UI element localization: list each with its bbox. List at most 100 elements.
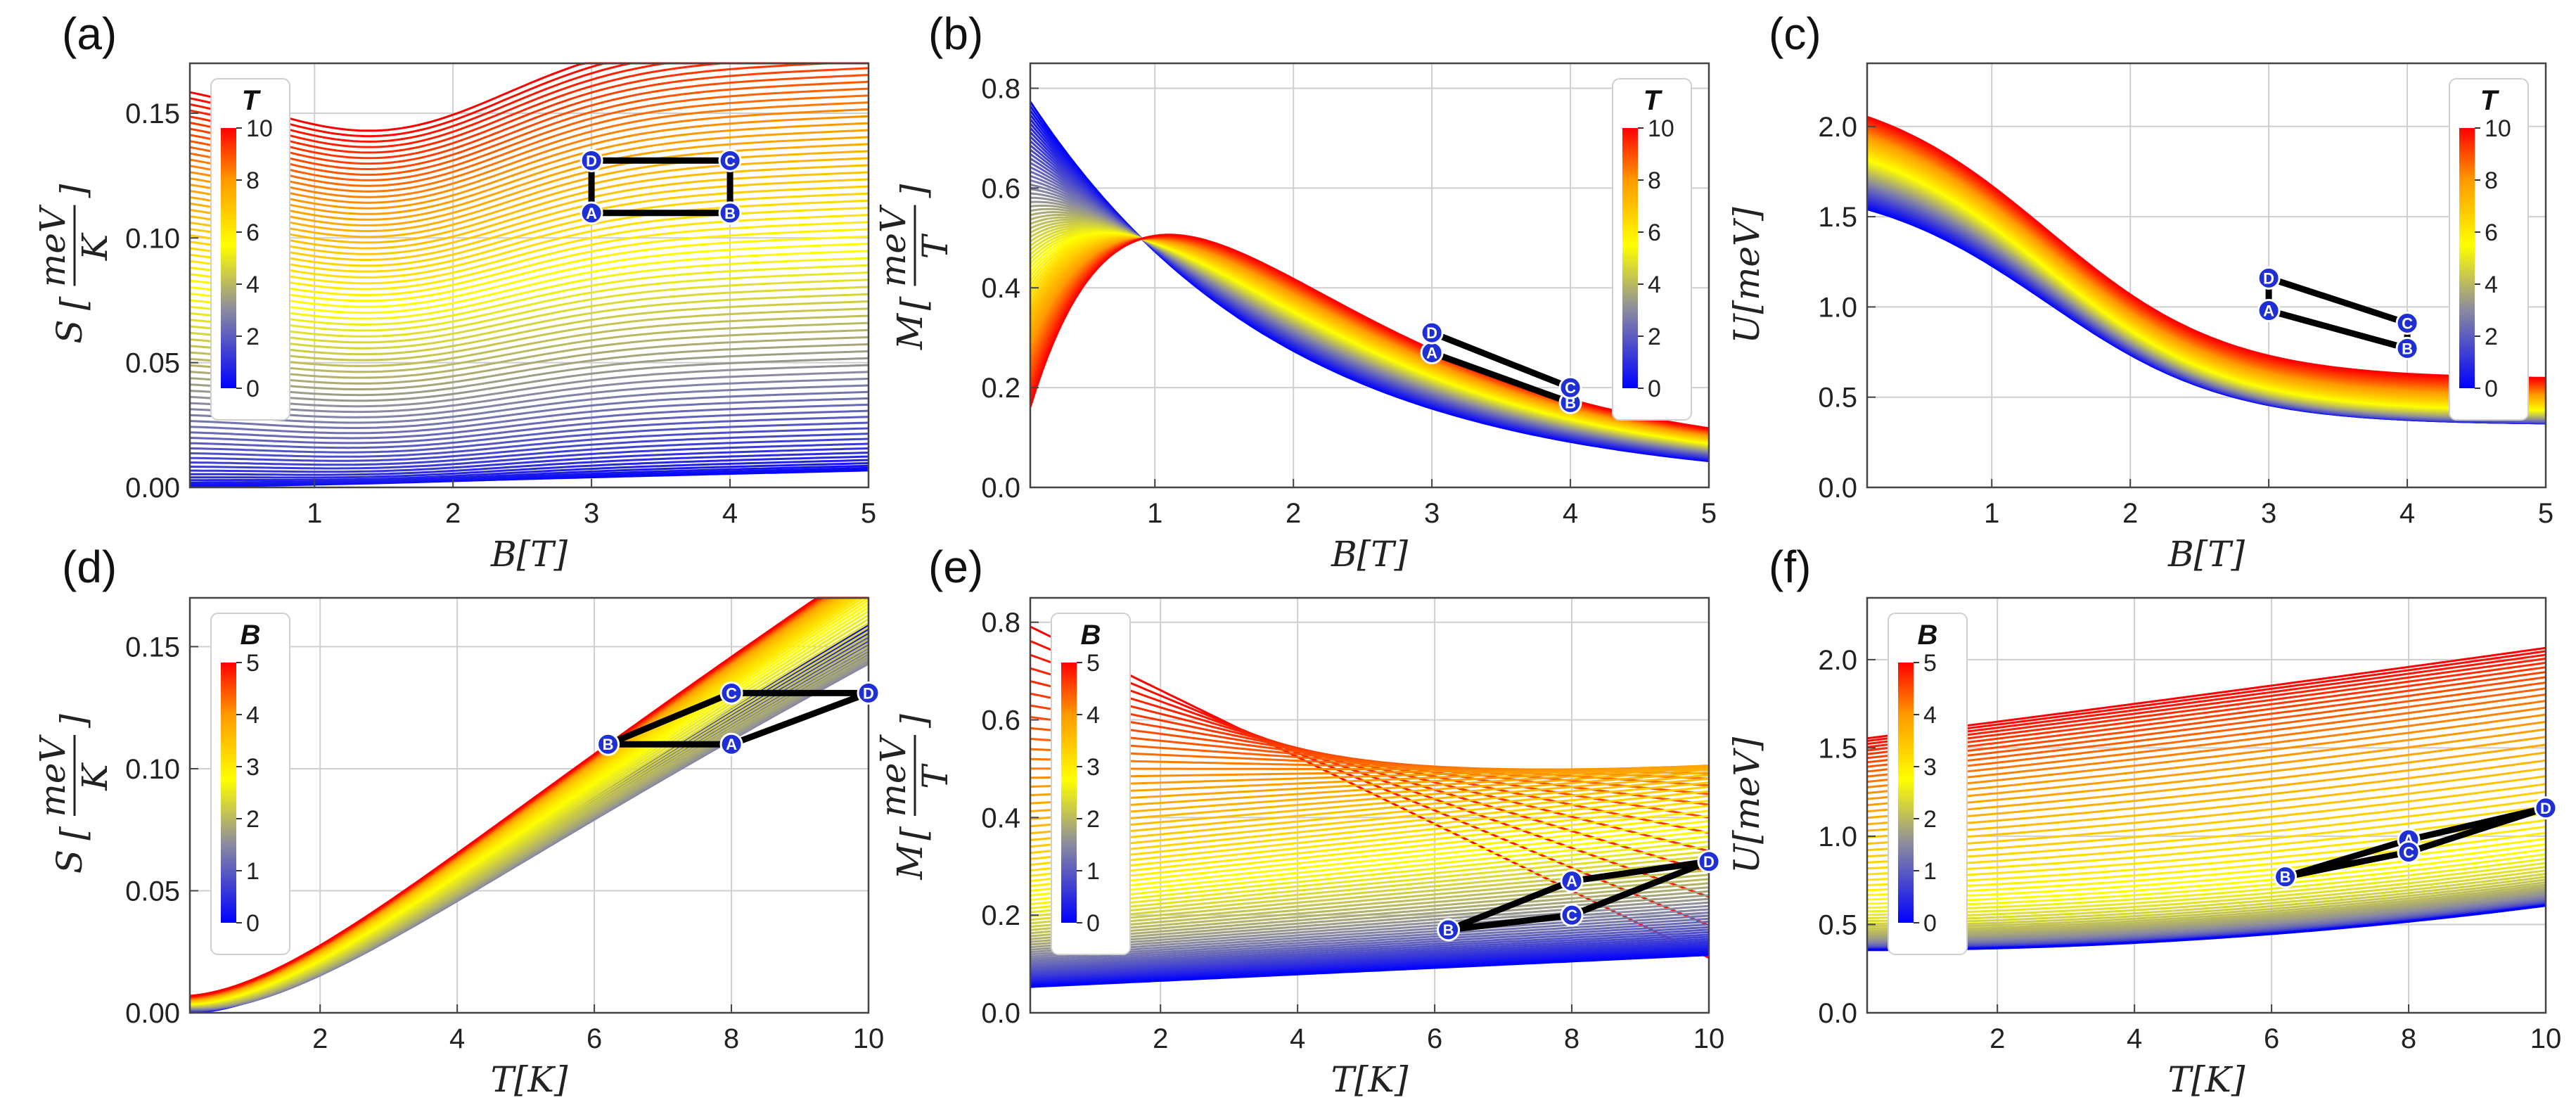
y-tick-label: 1.0 — [1818, 821, 1857, 852]
y-tick-label: 1.5 — [1818, 733, 1857, 764]
series-line — [190, 452, 869, 476]
y-axis: 0.0 0.5 1.0 1.5 2.0 — [1818, 645, 1876, 1029]
series-line — [1866, 736, 2546, 813]
series-line — [1030, 890, 1710, 946]
y-axis-symbol: S — [49, 319, 90, 343]
curve-family — [1029, 101, 1710, 463]
cycle-marker — [2397, 840, 2421, 864]
colorbar-tick-label: 0 — [246, 376, 259, 402]
cycle-point-C: C — [2395, 311, 2419, 335]
cycle-point-label: D — [2263, 269, 2274, 287]
cycle-point-D: D — [579, 148, 603, 172]
colorbar-tick-label: 2 — [246, 324, 259, 350]
series-line — [189, 164, 869, 244]
series-line — [1030, 765, 1710, 805]
cycle-point-A: A — [1420, 340, 1444, 364]
y-unit-denominator: K — [75, 232, 115, 261]
colorbar-legend: T 0 2 4 6 8 10 — [2449, 78, 2529, 421]
series-line — [1030, 859, 1710, 925]
colorbar-tick-label: 2 — [1087, 806, 1100, 833]
cycle-path — [2265, 274, 2411, 352]
y-tick-label: 0.05 — [125, 348, 180, 379]
colorbar-tick-label: 6 — [1648, 219, 1661, 246]
panel-label: (d) — [62, 542, 117, 592]
colorbar-legend: B 0 1 2 3 4 5 — [210, 613, 290, 955]
cycle-marker — [1558, 376, 1582, 399]
series-line — [189, 178, 869, 255]
series-line — [1030, 954, 1710, 988]
y-tick-label: 1.5 — [1818, 202, 1857, 233]
colorbar-gradient — [221, 128, 236, 388]
cycle-marker — [579, 148, 603, 172]
series-line — [189, 80, 869, 176]
cycle-point-C: C — [719, 681, 743, 705]
cycle-marker — [2257, 266, 2281, 290]
series-line — [1030, 940, 1710, 979]
cycle-point-C: C — [2397, 840, 2421, 864]
series-line — [190, 459, 869, 482]
x-tick-label: 8 — [724, 1023, 739, 1054]
y-tick-label: 0.00 — [125, 473, 180, 504]
series-line — [1866, 115, 2546, 379]
series-line — [1866, 127, 2546, 389]
series-line — [1030, 845, 1710, 914]
cycle-point-label: A — [726, 736, 737, 753]
curve-family — [1030, 625, 1710, 988]
series-line — [1030, 923, 1710, 968]
y-axis: 0.0 0.2 0.4 0.6 0.8 — [981, 608, 1039, 1029]
cycle-loop: A B C D — [579, 148, 742, 225]
series-line — [1030, 917, 1710, 964]
x-tick-label: 1 — [1984, 498, 1999, 529]
series-line — [189, 271, 869, 332]
series-line — [1866, 700, 2546, 784]
x-tick-label: 3 — [584, 498, 599, 529]
series-line — [1030, 933, 1710, 975]
cycle-point-D: D — [857, 681, 880, 705]
series-line — [1866, 671, 2546, 760]
panel-a: (a) 1 2 3 4 5 0.00 0.05 0.10 0.15 B[T] S [meV K] T 0 2 4 6… — [32, 8, 876, 575]
series-line — [189, 314, 869, 367]
series-line — [1030, 786, 1710, 855]
series-line — [1866, 713, 2546, 795]
y-unit-numerator: meV — [873, 734, 914, 817]
series-line — [1866, 728, 2546, 807]
series-line — [189, 357, 869, 402]
series-line — [1030, 950, 1710, 986]
series-line — [190, 462, 869, 484]
cycle-point-A: A — [579, 201, 603, 225]
colorbar-gradient — [221, 663, 236, 923]
series-line — [1030, 855, 1710, 921]
cycle-loop: A B C D — [1437, 850, 1721, 942]
colorbar-gradient — [2459, 128, 2475, 388]
colorbar-title: B — [1081, 620, 1101, 651]
cycle-point-A: A — [1560, 869, 1584, 893]
x-tick-label: 5 — [861, 498, 876, 529]
y-tick-label: 1.0 — [1818, 292, 1857, 323]
series-line — [1030, 781, 1710, 848]
series-line — [189, 243, 869, 308]
colorbar-tick-label: 4 — [1923, 702, 1937, 729]
plot-frame — [188, 62, 870, 489]
x-tick-label: 10 — [1693, 1023, 1725, 1054]
cycle-marker — [1560, 903, 1584, 927]
y-axis: 0.00 0.05 0.10 0.15 — [125, 98, 198, 504]
series-line — [1867, 904, 2546, 952]
series-line — [1030, 920, 1710, 966]
x-axis: 2 4 6 8 10 — [1153, 1004, 1724, 1054]
x-axis: 2 4 6 8 10 — [312, 1004, 884, 1054]
x-tick-label: 2 — [1989, 1023, 2005, 1054]
series-line — [1030, 904, 1710, 956]
colorbar-tick-label: 8 — [246, 167, 259, 194]
series-line — [1030, 886, 1710, 943]
series-line — [1030, 766, 1710, 812]
y-tick-label: 0.2 — [981, 900, 1020, 931]
colorbar-tick-label: 0 — [2485, 376, 2498, 402]
series-line — [189, 192, 869, 267]
series-line — [189, 264, 869, 326]
x-axis-label: T[K] — [1331, 1059, 1409, 1100]
cycle-point-B: B — [2395, 336, 2419, 360]
series-line — [1030, 882, 1710, 940]
x-tick-label: 10 — [853, 1023, 885, 1054]
series-line — [1866, 693, 2546, 778]
